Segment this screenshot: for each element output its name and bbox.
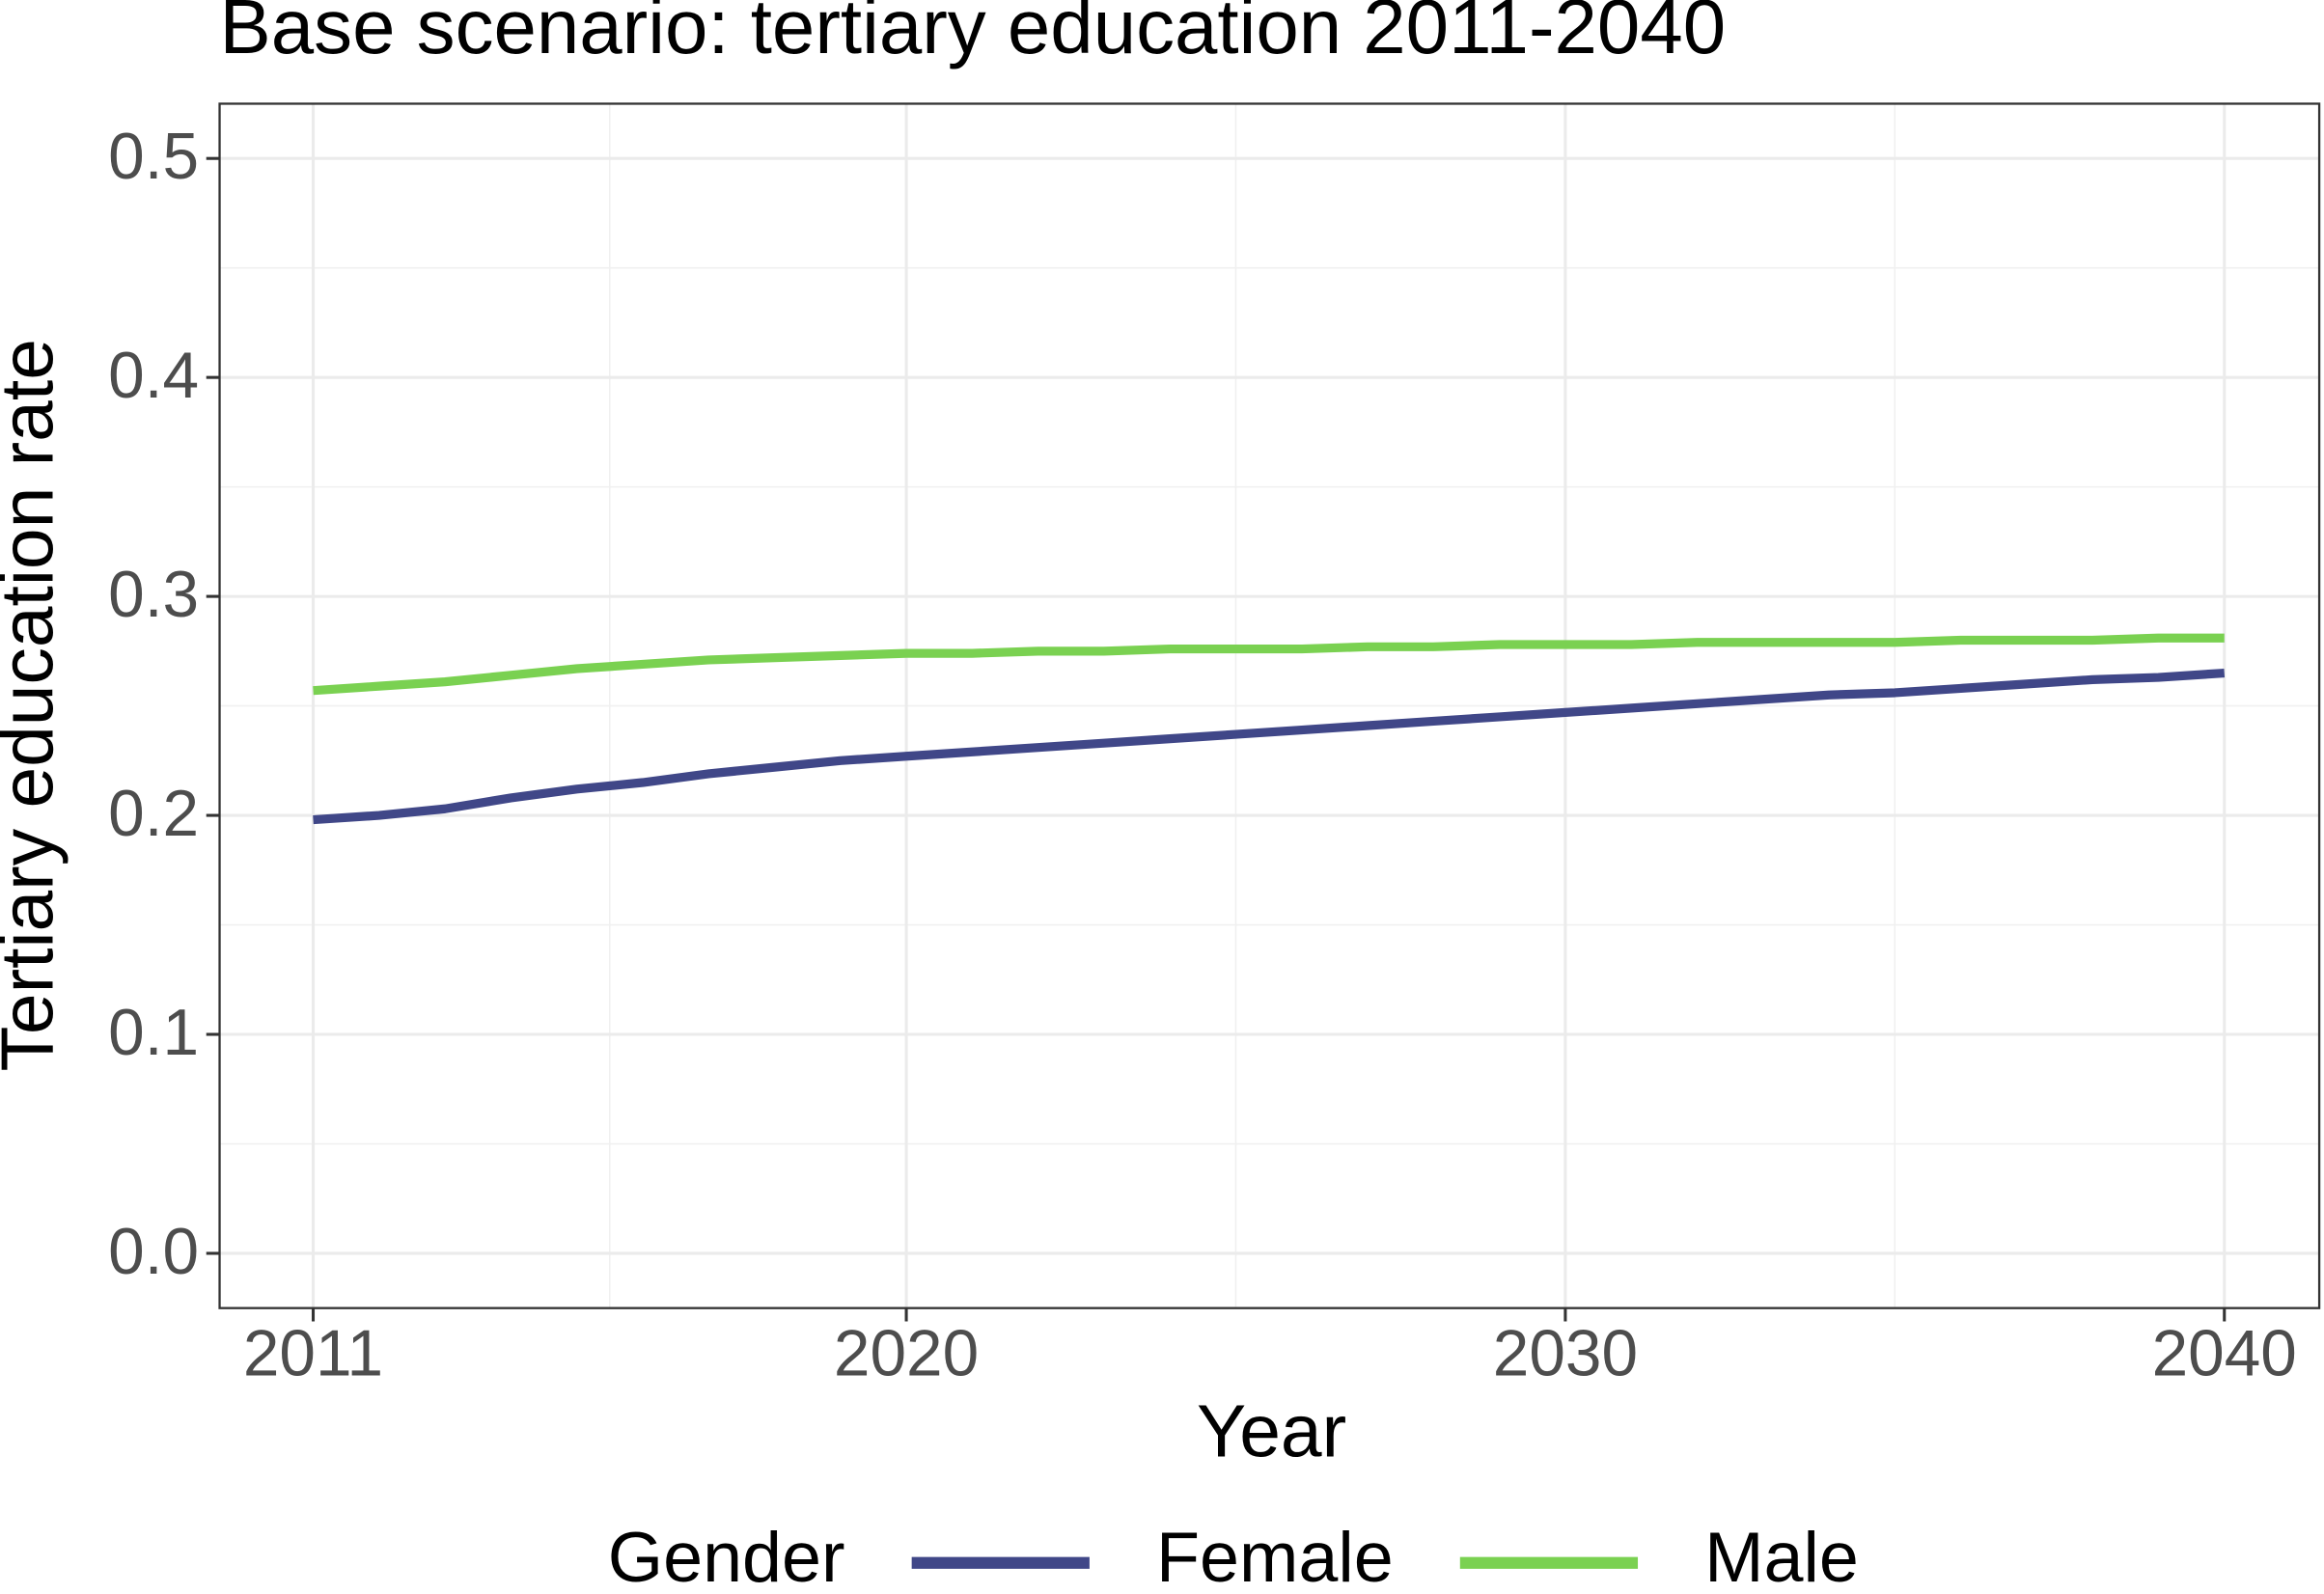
legend-label: Male [1704, 1517, 1859, 1594]
y-tick-label: 0.5 [108, 121, 199, 193]
data-line [313, 668, 2226, 825]
x-tick-label: 2011 [243, 1318, 383, 1390]
x-tick-label: 2030 [1493, 1318, 1638, 1390]
plot-border [218, 102, 2321, 1309]
x-tick-label: 2020 [834, 1318, 979, 1390]
y-tick-label: 0.4 [108, 340, 199, 412]
legend-title: Gender [608, 1517, 845, 1594]
y-tick-label: 0.2 [108, 778, 199, 850]
y-axis-title: Tertiary education rate [0, 339, 69, 1071]
legend-label: Female [1156, 1517, 1394, 1594]
y-tick-label: 0.3 [108, 559, 199, 631]
chart-title: Base scenario: tertiary education 2011-2… [220, 0, 1727, 69]
x-tick-label: 2040 [2152, 1318, 2297, 1390]
y-tick-label: 0.0 [108, 1216, 199, 1288]
y-tick-label: 0.1 [108, 997, 199, 1069]
x-axis-title: Year [1197, 1391, 1346, 1473]
data-line [313, 633, 2225, 696]
